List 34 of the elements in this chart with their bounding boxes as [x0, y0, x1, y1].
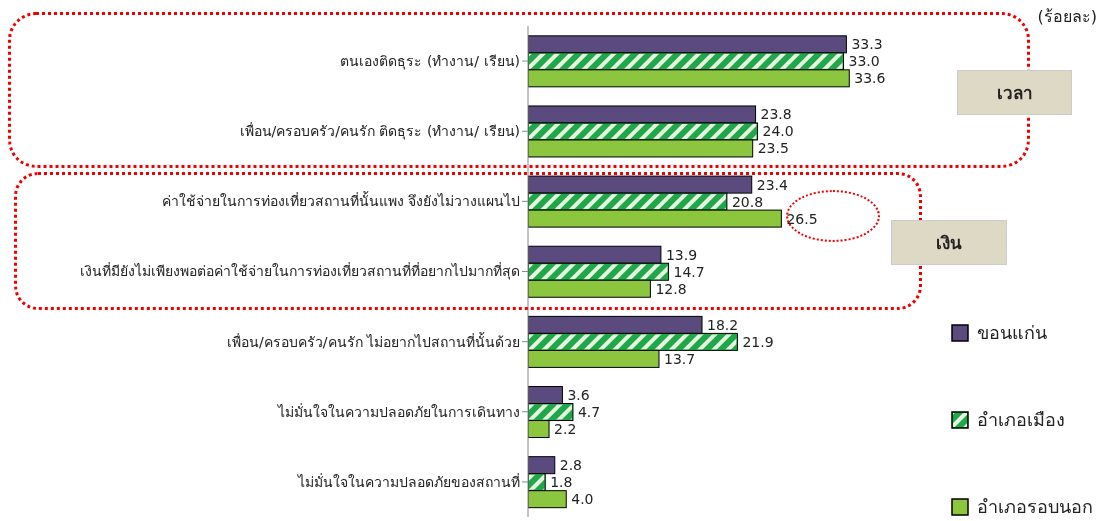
data-label: 13.9: [665, 246, 698, 263]
data-label: 20.8: [731, 193, 764, 210]
data-label: 4.7: [577, 404, 601, 420]
data-label: 23.5: [757, 140, 789, 157]
data-label: 23.8: [760, 106, 792, 123]
data-label: 2.8: [559, 457, 583, 474]
data-label: 26.5: [786, 210, 818, 227]
data-label: 33.6: [854, 70, 886, 87]
data-label: 18.2: [707, 316, 739, 333]
y-tick-label: ไม่มั่นใจในความปลอดภัยในการเดินทาง: [277, 402, 520, 420]
data-label: 12.8: [655, 280, 687, 297]
y-tick-label: เงินที่มียังไม่เพียงพอต่อค่าใช้จ่ายในการท่องเที่ยวสถานที่ที่อยากไปมากที่สุด: [80, 262, 520, 281]
data-label: 33.3: [851, 36, 883, 53]
data-label: 3.6: [567, 387, 590, 403]
y-tick-label: ค่าใช้จ่ายในการท่องเที่ยวสถานที่นั้นแพง จึงยังไม่วางแผนไป: [161, 191, 520, 210]
legend-label: ขอนแก่น: [977, 321, 1047, 345]
data-label: 23.4: [756, 176, 788, 193]
data-label: 1.8: [550, 474, 573, 491]
data-label: 24.0: [762, 123, 794, 140]
data-label: 14.7: [673, 263, 705, 280]
data-label: 13.7: [663, 350, 696, 367]
y-tick-label: เพื่อน/ครอบครัว/คนรัก ติดธุระ (ทำงาน/ เรียน): [239, 122, 520, 141]
legend-label: อำเภอเมือง: [977, 408, 1065, 432]
annotation: เงิน: [936, 232, 962, 255]
data-label: 2.2: [554, 421, 577, 437]
annotation: (ร้อยละ): [1037, 6, 1097, 28]
y-tick-label: เพื่อน/ครอบครัว/คนรัก ไม่อยากไปสถานที่นั้นด้วย: [227, 331, 520, 350]
legend-label: อำเภอรอบนอก: [977, 495, 1093, 519]
y-tick-label: ไม่มั่นใจในความปลอดภัยของสถานที่: [297, 472, 520, 490]
data-label: 4.0: [571, 491, 594, 508]
data-label: 33.0: [848, 53, 880, 70]
y-tick-label: ตนเองติดธุระ (ทำงาน/ เรียน): [340, 53, 520, 71]
data-label: 21.9: [742, 333, 774, 350]
annotation: เวลา: [996, 82, 1033, 105]
